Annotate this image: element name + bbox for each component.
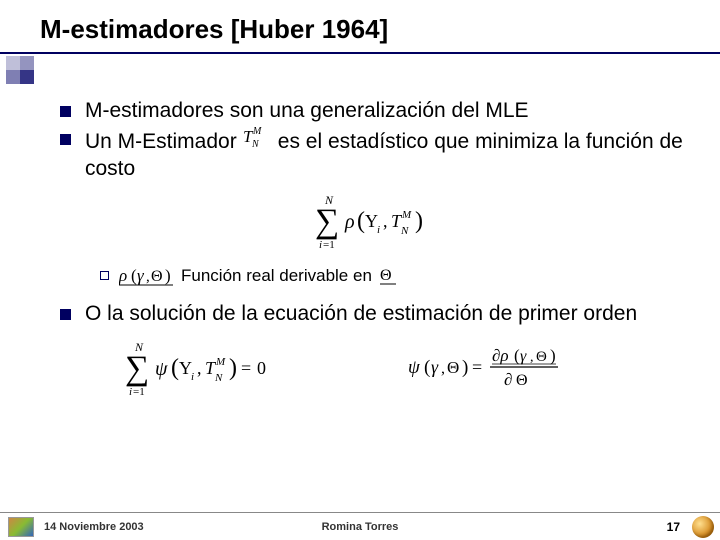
bullet-icon xyxy=(60,134,71,145)
svg-text:=: = xyxy=(241,358,251,378)
formula-psi-def: ψ ( γ , Θ ) = ∂ρ ( γ , Θ ) ∂ Θ xyxy=(408,341,638,397)
slide-title: M-estimadores [Huber 1964] xyxy=(40,14,388,45)
title-underline xyxy=(0,52,720,54)
svg-text:∑: ∑ xyxy=(315,203,339,240)
footer-author: Romina Torres xyxy=(0,521,720,533)
bullet-1: M-estimadores son una generalización del… xyxy=(60,98,690,124)
svg-text:M: M xyxy=(252,126,262,137)
content-area: M-estimadores son una generalización del… xyxy=(60,98,690,399)
footer-page-number: 17 xyxy=(667,520,680,534)
svg-text:ψ: ψ xyxy=(408,357,421,378)
bullet-1-text: M-estimadores son una generalización del… xyxy=(85,98,529,124)
svg-text:γ: γ xyxy=(520,348,527,365)
svg-text:i: i xyxy=(191,371,194,383)
svg-text:): ) xyxy=(229,355,237,381)
sub-bullet-icon xyxy=(100,271,109,280)
svg-text:ρ: ρ xyxy=(119,266,127,285)
svg-text:,: , xyxy=(441,360,445,377)
footer-logo-right-icon xyxy=(692,516,714,538)
svg-text:=: = xyxy=(472,357,482,377)
svg-text:i: i xyxy=(129,386,132,398)
svg-text:i: i xyxy=(319,239,322,251)
svg-text:,: , xyxy=(530,350,534,365)
bullet-icon xyxy=(60,309,71,320)
corner-decoration xyxy=(6,56,40,90)
svg-text:(: ( xyxy=(424,357,430,378)
bullet-icon xyxy=(60,106,71,117)
formula-psi-sum: N ∑ i =1 ψ ( Y i , T M N ) = 0 xyxy=(113,339,323,399)
math-theta: Θ xyxy=(378,265,400,287)
svg-text:ρ: ρ xyxy=(344,211,355,233)
svg-text:Θ: Θ xyxy=(536,349,547,365)
svg-text:N: N xyxy=(214,372,223,384)
svg-text:Θ: Θ xyxy=(447,358,459,377)
svg-text:): ) xyxy=(165,266,171,285)
svg-text:i: i xyxy=(377,224,380,236)
svg-text:∂: ∂ xyxy=(504,370,512,389)
bullet-3-text: O la solución de la ecuación de estimaci… xyxy=(85,301,637,327)
bullet-2: Un M-Estimador T M N es el estadístico q… xyxy=(60,126,690,182)
svg-text:,: , xyxy=(383,211,388,231)
bullet-2-text: Un M-Estimador T M N es el estadístico q… xyxy=(85,126,690,182)
bullet-3: O la solución de la ecuación de estimaci… xyxy=(60,301,690,327)
svg-text:,: , xyxy=(197,358,202,378)
svg-text:∑: ∑ xyxy=(125,350,149,387)
svg-text:N: N xyxy=(400,225,409,237)
sub-bullet-1: ρ ( γ , Θ ) Función real derivable en Θ xyxy=(100,265,690,287)
svg-text:(: ( xyxy=(171,355,179,381)
svg-text:M: M xyxy=(401,209,412,221)
svg-text:): ) xyxy=(550,346,556,365)
svg-text:=1: =1 xyxy=(323,239,335,251)
svg-text:0: 0 xyxy=(257,358,266,378)
svg-text:∂ρ: ∂ρ xyxy=(492,346,509,365)
svg-text:,: , xyxy=(146,269,150,285)
svg-text:γ: γ xyxy=(137,266,145,285)
svg-text:): ) xyxy=(462,357,468,378)
svg-text:N: N xyxy=(251,139,260,148)
svg-text:=1: =1 xyxy=(133,386,145,398)
svg-text:γ: γ xyxy=(431,357,439,377)
svg-text:M: M xyxy=(215,356,226,368)
svg-text:): ) xyxy=(415,208,423,234)
formula-row: N ∑ i =1 ψ ( Y i , T M N ) = 0 ψ ( γ , Θ… xyxy=(60,339,690,399)
svg-text:Θ: Θ xyxy=(516,372,528,389)
formula-cost: N ∑ i =1 ρ ( Y i , T M N ) xyxy=(60,192,690,257)
math-rho-gamma-theta: ρ ( γ , Θ ) xyxy=(119,265,175,287)
svg-text:(: ( xyxy=(357,208,365,234)
footer: 14 Noviembre 2003 Romina Torres 17 xyxy=(0,512,720,540)
sub-bullet-text: Función real derivable en xyxy=(181,266,372,286)
svg-text:Θ: Θ xyxy=(151,268,163,285)
svg-text:Θ: Θ xyxy=(380,267,392,284)
math-tnm-inline: T M N xyxy=(243,129,278,153)
svg-text:ψ: ψ xyxy=(155,358,168,380)
